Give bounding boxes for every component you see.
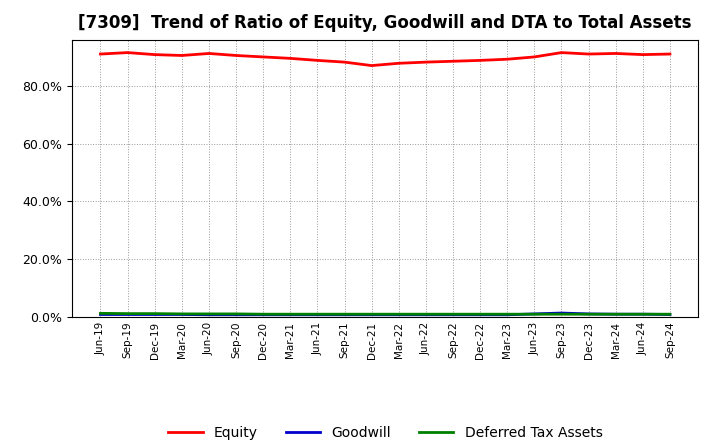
Deferred Tax Assets [367, 312, 376, 317]
Deferred Tax Assets [96, 311, 105, 316]
Equity [150, 52, 159, 57]
Goodwill [259, 312, 268, 317]
Equity [259, 54, 268, 59]
Equity [313, 58, 322, 63]
Deferred Tax Assets [584, 312, 593, 317]
Equity [395, 61, 403, 66]
Goodwill [530, 311, 539, 316]
Equity [611, 51, 620, 56]
Goodwill [421, 312, 430, 317]
Equity [204, 51, 213, 56]
Goodwill [503, 312, 511, 317]
Deferred Tax Assets [259, 312, 268, 317]
Legend: Equity, Goodwill, Deferred Tax Assets: Equity, Goodwill, Deferred Tax Assets [163, 421, 608, 440]
Equity [665, 51, 674, 57]
Equity [639, 52, 647, 57]
Goodwill [178, 312, 186, 317]
Goodwill [395, 312, 403, 317]
Equity [232, 53, 240, 58]
Goodwill [313, 312, 322, 317]
Equity [341, 59, 349, 65]
Deferred Tax Assets [639, 312, 647, 317]
Equity [178, 53, 186, 58]
Deferred Tax Assets [150, 311, 159, 316]
Deferred Tax Assets [123, 311, 132, 316]
Deferred Tax Assets [341, 312, 349, 317]
Equity [421, 59, 430, 65]
Deferred Tax Assets [232, 311, 240, 316]
Deferred Tax Assets [178, 311, 186, 316]
Equity [96, 51, 105, 57]
Deferred Tax Assets [286, 312, 294, 317]
Equity [530, 54, 539, 59]
Deferred Tax Assets [421, 312, 430, 317]
Line: Deferred Tax Assets: Deferred Tax Assets [101, 313, 670, 314]
Goodwill [449, 312, 457, 317]
Deferred Tax Assets [313, 312, 322, 317]
Equity [557, 50, 566, 55]
Equity [123, 50, 132, 55]
Deferred Tax Assets [557, 312, 566, 317]
Line: Equity: Equity [101, 53, 670, 66]
Deferred Tax Assets [395, 312, 403, 317]
Goodwill [204, 312, 213, 317]
Goodwill [584, 311, 593, 316]
Deferred Tax Assets [503, 312, 511, 317]
Deferred Tax Assets [204, 311, 213, 316]
Deferred Tax Assets [611, 312, 620, 317]
Goodwill [367, 312, 376, 317]
Deferred Tax Assets [449, 312, 457, 317]
Deferred Tax Assets [665, 312, 674, 317]
Equity [584, 51, 593, 57]
Equity [476, 58, 485, 63]
Equity [367, 63, 376, 68]
Goodwill [286, 312, 294, 317]
Goodwill [665, 312, 674, 317]
Goodwill [476, 312, 485, 317]
Deferred Tax Assets [530, 312, 539, 317]
Goodwill [341, 312, 349, 317]
Goodwill [150, 312, 159, 317]
Goodwill [639, 312, 647, 317]
Goodwill [611, 312, 620, 317]
Goodwill [557, 310, 566, 315]
Goodwill [96, 312, 105, 317]
Deferred Tax Assets [476, 312, 485, 317]
Equity [503, 57, 511, 62]
Title: [7309]  Trend of Ratio of Equity, Goodwill and DTA to Total Assets: [7309] Trend of Ratio of Equity, Goodwil… [78, 15, 692, 33]
Goodwill [123, 312, 132, 317]
Equity [286, 56, 294, 61]
Line: Goodwill: Goodwill [101, 313, 670, 315]
Goodwill [232, 312, 240, 317]
Equity [449, 59, 457, 64]
